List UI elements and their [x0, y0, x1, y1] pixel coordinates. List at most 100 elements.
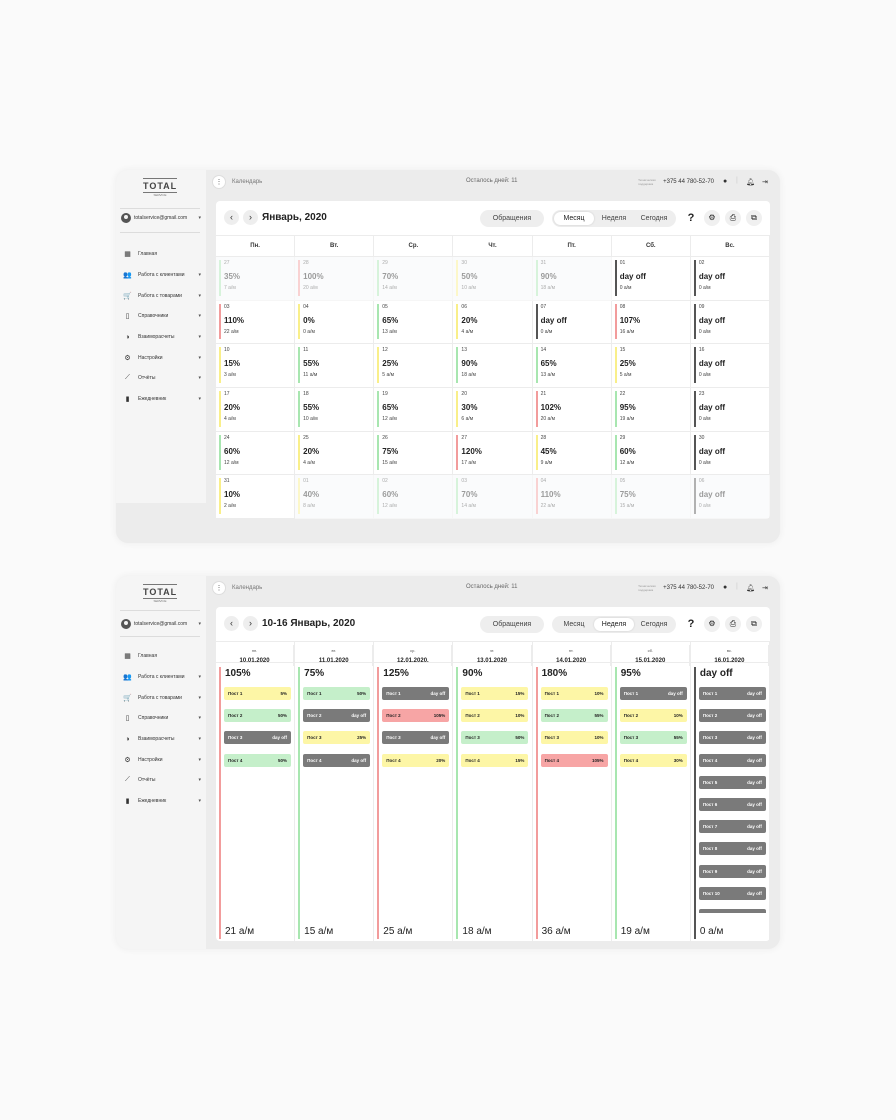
day-cell[interactable]: 03 70% 14 а/м [453, 475, 533, 519]
day-cell[interactable]: 15 25% 5 а/м [611, 344, 691, 388]
post-item[interactable]: Пост 5 day off [698, 775, 766, 789]
sidebar-item[interactable]: ⚙ Настройки ▾ [123, 347, 201, 368]
day-cell[interactable]: 17 20% 4 а/м [216, 388, 296, 432]
more-icon[interactable]: ⋮ [212, 175, 226, 189]
post-item[interactable]: Пост 1 10% [540, 687, 608, 700]
day-cell[interactable]: 04 110% 22 а/м [532, 475, 612, 519]
more-icon[interactable]: ⋮ [212, 581, 226, 595]
sidebar-item[interactable]: 👥 Работа с клиентами ▾ [123, 667, 201, 688]
print-icon[interactable]: ⎙ [725, 210, 741, 226]
day-cell[interactable]: 23 day off 0 а/м [690, 388, 770, 432]
mode-today[interactable]: Сегодня [640, 621, 668, 628]
post-item[interactable]: Пост 2 day off [698, 709, 766, 723]
export-icon[interactable]: ⧉ [746, 616, 762, 632]
day-cell[interactable]: 27 35% 7 а/м [216, 257, 296, 301]
post-item[interactable]: Пост 3 55% [619, 731, 687, 745]
week-day-column[interactable]: 125% Пост 1 day off Пост 2 105% Пост 3 day off… [374, 663, 454, 941]
post-item[interactable]: Пост 2 10% [619, 709, 687, 723]
post-item[interactable]: Пост 4 105% [540, 753, 608, 767]
day-cell[interactable]: 31 10% 2 а/м [216, 475, 296, 519]
day-cell[interactable]: 18 55% 10 а/м [295, 388, 375, 432]
gear-icon[interactable]: ⚙ [704, 210, 720, 226]
post-item[interactable]: Пост 3 day off [224, 731, 291, 745]
day-cell[interactable]: 31 90% 18 а/м [532, 257, 612, 301]
logo[interactable]: TOTAL SERVICE [143, 178, 177, 204]
mode-week[interactable]: Неделя [594, 618, 634, 631]
day-cell[interactable]: 16 day off 0 а/м [690, 344, 770, 388]
mode-month[interactable]: Месяц [563, 621, 585, 628]
day-cell[interactable]: 25 20% 4 а/м [295, 431, 375, 476]
bell-icon[interactable]: 🔔︎ [746, 585, 755, 592]
day-cell[interactable]: 28 100% 20 а/м [295, 257, 375, 301]
post-item[interactable]: Пост 2 55% [540, 709, 608, 723]
requests-button[interactable]: Обращения [480, 210, 544, 227]
day-cell[interactable]: 20 30% 6 а/м [453, 388, 533, 432]
post-item[interactable]: Пост 1 50% [303, 687, 371, 700]
sidebar-item[interactable]: ▮ Ежедневник ▾ [123, 791, 201, 812]
day-cell[interactable]: 12 25% 5 а/м [374, 344, 454, 388]
post-item[interactable]: Пост 2 105% [382, 709, 450, 723]
day-cell[interactable]: 01 day off 0 а/м [611, 257, 691, 301]
prev-arrow-icon[interactable]: ‹ [224, 616, 239, 631]
day-cell[interactable]: 01 40% 8 а/м [295, 475, 375, 519]
next-arrow-icon[interactable]: › [243, 210, 258, 225]
post-item[interactable]: Пост 1 day off [619, 687, 687, 700]
post-item[interactable]: Пост 9 day off [698, 864, 766, 878]
day-cell[interactable]: 11 55% 11 а/м [295, 344, 375, 388]
sidebar-item[interactable]: 👥 Работа с клиентами ▾ [123, 265, 201, 286]
post-item[interactable]: Пост 11day off [698, 908, 766, 913]
user-menu[interactable]: totalservice@gmail.com ▾ [121, 212, 201, 224]
day-cell[interactable]: 30 50% 10 а/м [453, 257, 533, 301]
day-cell[interactable]: 06 day off 0 а/м [690, 475, 770, 519]
sidebar-item[interactable]: ◑ Взаиморасчеты ▾ [123, 327, 201, 348]
day-cell[interactable]: 22 95% 19 а/м [611, 388, 691, 432]
week-day-column[interactable]: 95% Пост 1 day off Пост 2 10% Пост 3 55% Пост 4… [612, 663, 691, 941]
week-day-column[interactable]: 90% Пост 1 15% Пост 2 10% Пост 3 50% Пост 4 15% 1… [453, 663, 533, 941]
post-item[interactable]: Пост 2 day off [303, 709, 371, 723]
day-cell[interactable]: 04 0% 0 а/м [295, 300, 375, 345]
prev-arrow-icon[interactable]: ‹ [224, 210, 239, 225]
post-item[interactable]: Пост 1 15% [461, 687, 529, 700]
post-item[interactable]: Пост 3 day off [382, 731, 450, 745]
day-cell[interactable]: 28 45% 9 а/м [532, 431, 612, 476]
gear-icon[interactable]: ⚙ [704, 616, 720, 632]
day-cell[interactable]: 02 60% 12 а/м [374, 475, 454, 519]
mode-today[interactable]: Сегодня [640, 215, 668, 222]
help-icon[interactable]: ? [687, 618, 695, 630]
logout-icon[interactable]: ⇥ [762, 179, 768, 186]
day-cell[interactable]: 06 20% 4 а/м [453, 300, 533, 345]
mode-week[interactable]: Неделя [601, 215, 627, 222]
chat-icon[interactable]: ● [723, 584, 728, 591]
week-day-column[interactable]: day off Пост 1 day off Пост 2 day off Пост 3 d… [691, 663, 770, 941]
post-item[interactable]: Пост 4 15% [461, 753, 529, 767]
print-icon[interactable]: ⎙ [725, 616, 741, 632]
post-item[interactable]: Пост 6 day off [698, 797, 766, 811]
post-item[interactable]: Пост 4 day off [698, 753, 766, 767]
day-cell[interactable]: 05 75% 15 а/м [611, 475, 691, 519]
post-item[interactable]: Пост 1 5% [224, 687, 291, 700]
logout-icon[interactable]: ⇥ [762, 585, 768, 592]
sidebar-item[interactable]: ▦ Главная [123, 244, 201, 265]
day-cell[interactable]: 05 65% 13 а/м [374, 300, 454, 345]
sidebar-item[interactable]: ◑ Взаиморасчеты ▾ [123, 729, 201, 750]
logo[interactable]: TOTAL SERVICE [143, 584, 177, 610]
day-cell[interactable]: 21 102% 20 а/м [532, 388, 612, 432]
day-cell[interactable]: 10 15% 3 а/м [216, 344, 296, 388]
post-item[interactable]: Пост 4 day off [303, 753, 371, 767]
support-phone[interactable]: +375 44 780-52-70 [663, 179, 714, 185]
sidebar-item[interactable]: ⟋ Отчёты ▾ [123, 368, 201, 389]
support-phone[interactable]: +375 44 780-52-70 [663, 585, 714, 591]
user-menu[interactable]: totalservice@gmail.com ▾ [121, 618, 201, 630]
sidebar-item[interactable]: 🛒 Работа с товарами ▾ [123, 687, 201, 708]
sidebar-item[interactable]: ▦ Главная [123, 646, 201, 667]
post-item[interactable]: Пост 7 day off [698, 820, 766, 834]
mode-month[interactable]: Месяц [554, 212, 594, 225]
post-item[interactable]: Пост 2 10% [461, 709, 529, 723]
post-item[interactable]: Пост 3 50% [461, 731, 529, 745]
sidebar-item[interactable]: ⟋ Отчёты ▾ [123, 770, 201, 791]
chat-icon[interactable]: ● [723, 178, 728, 185]
post-item[interactable]: Пост 3 10% [540, 731, 608, 745]
day-cell[interactable]: 27 120% 17 а/м [453, 431, 533, 476]
day-cell[interactable]: 07 day off 0 а/м [532, 300, 612, 345]
post-item[interactable]: Пост 3 25% [303, 731, 371, 745]
